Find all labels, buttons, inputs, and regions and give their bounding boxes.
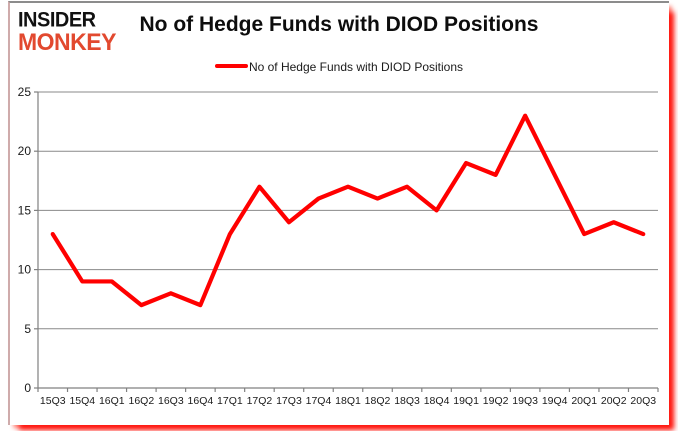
y-tick-label: 25 xyxy=(18,85,32,99)
x-tick-label: 16Q1 xyxy=(99,395,125,407)
y-tick-label: 10 xyxy=(18,263,32,277)
y-tick-label: 0 xyxy=(24,381,31,395)
x-tick-label: 16Q3 xyxy=(158,395,184,407)
x-tick-label: 15Q3 xyxy=(40,395,66,407)
x-tick-label: 19Q3 xyxy=(512,395,538,407)
x-tick-label: 20Q3 xyxy=(630,395,656,407)
logo-monkey-text: MONKEY xyxy=(18,27,116,56)
x-tick-label: 19Q2 xyxy=(483,395,509,407)
logo-insider-text: INSIDER xyxy=(18,7,96,32)
x-tick-label: 17Q4 xyxy=(306,395,332,407)
chart-title: No of Hedge Funds with DIOD Positions xyxy=(139,13,539,36)
x-tick-label: 17Q2 xyxy=(247,395,273,407)
y-tick-label: 5 xyxy=(24,322,31,336)
x-tick-label: 18Q2 xyxy=(365,395,391,407)
x-tick-label: 20Q2 xyxy=(601,395,627,407)
x-tick-label: 18Q1 xyxy=(335,395,361,407)
x-tick-label: 19Q1 xyxy=(453,395,479,407)
x-tick-label: 18Q3 xyxy=(394,395,420,407)
legend-label: No of Hedge Funds with DIOD Positions xyxy=(248,59,464,74)
x-tick-label: 17Q1 xyxy=(217,395,243,407)
x-tick-label: 15Q4 xyxy=(69,395,95,407)
x-tick-label: 19Q4 xyxy=(542,395,568,407)
x-tick-label: 16Q4 xyxy=(188,395,214,407)
x-tick-label: 16Q2 xyxy=(128,395,154,407)
data-line-series xyxy=(50,113,646,308)
insider-monkey-logo: INSIDER MONKEY xyxy=(18,7,116,56)
card-background xyxy=(8,1,669,425)
x-tick-label: 17Q3 xyxy=(276,395,302,407)
chart-legend: No of Hedge Funds with DIOD Positions xyxy=(0,59,678,74)
legend-line-marker xyxy=(214,63,248,68)
y-tick-label: 20 xyxy=(18,144,32,158)
x-tick-label: 18Q4 xyxy=(424,395,450,407)
y-tick-label: 15 xyxy=(18,203,32,217)
x-tick-label: 20Q1 xyxy=(571,395,597,407)
